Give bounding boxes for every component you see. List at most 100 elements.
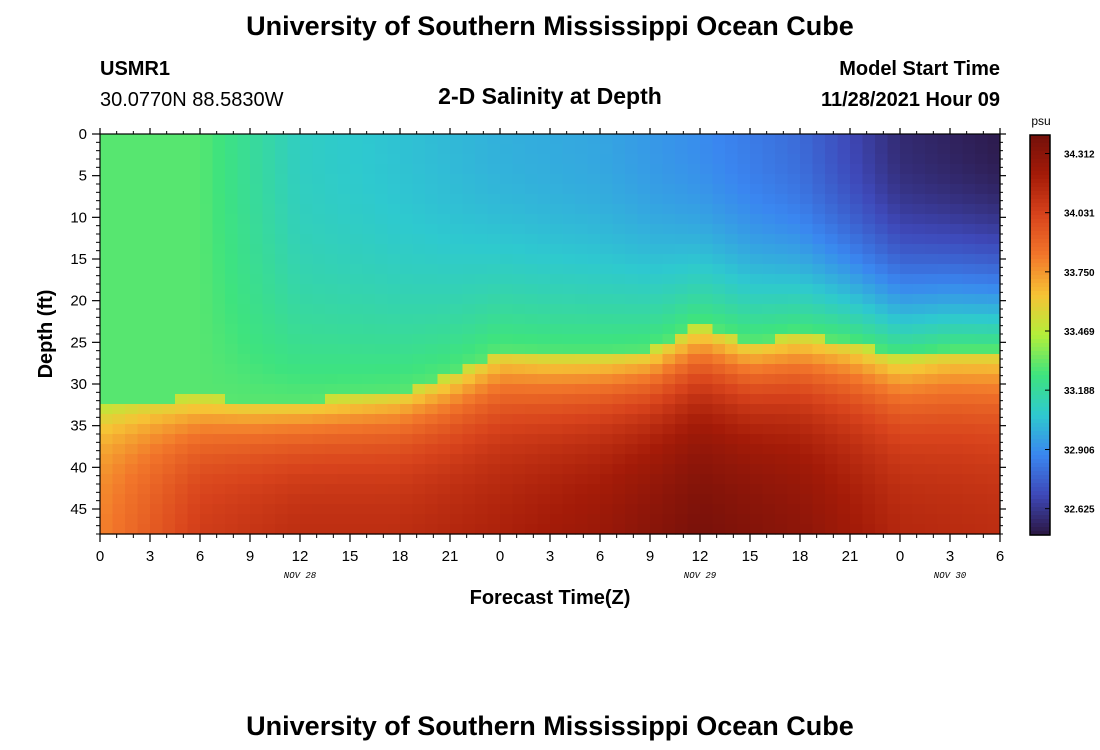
colorbar-frame bbox=[1029, 134, 1051, 536]
heatmap-cell bbox=[362, 154, 376, 165]
heatmap-cell bbox=[550, 134, 564, 145]
heatmap-cell bbox=[925, 334, 939, 345]
heatmap-cell bbox=[525, 264, 539, 275]
heatmap-cell bbox=[600, 404, 614, 415]
heatmap-cell bbox=[975, 144, 989, 155]
heatmap-cell bbox=[737, 444, 751, 455]
heatmap-cell bbox=[675, 144, 689, 155]
heatmap-cell bbox=[725, 364, 739, 375]
heatmap-cell bbox=[650, 444, 664, 455]
heatmap-cell bbox=[587, 314, 601, 325]
colorbar-swatch bbox=[1030, 167, 1050, 172]
heatmap-cell bbox=[325, 434, 339, 445]
heatmap-cell bbox=[787, 404, 801, 415]
heatmap-cell bbox=[275, 414, 289, 425]
heatmap-cell bbox=[400, 484, 414, 495]
heatmap-cell bbox=[425, 354, 439, 365]
heatmap-cell bbox=[750, 484, 764, 495]
heatmap-cell bbox=[600, 234, 614, 245]
heatmap-cell bbox=[450, 404, 464, 415]
heatmap-cell bbox=[137, 314, 151, 325]
heatmap-cell bbox=[725, 164, 739, 175]
heatmap-cell bbox=[487, 174, 501, 185]
heatmap-cell bbox=[562, 264, 576, 275]
heatmap-cell bbox=[650, 384, 664, 395]
heatmap-cell bbox=[112, 324, 126, 335]
heatmap-cell bbox=[237, 434, 251, 445]
heatmap-cell bbox=[112, 244, 126, 255]
heatmap-cell bbox=[512, 464, 526, 475]
heatmap-cell bbox=[312, 444, 326, 455]
heatmap-cell bbox=[675, 524, 689, 535]
heatmap-cell bbox=[325, 244, 339, 255]
heatmap-cell bbox=[862, 284, 876, 295]
heatmap-cell bbox=[312, 204, 326, 215]
heatmap-cell bbox=[137, 224, 151, 235]
heatmap-cell bbox=[850, 504, 864, 515]
heatmap-cell bbox=[537, 434, 551, 445]
heatmap-cell bbox=[987, 264, 1001, 275]
heatmap-cell bbox=[587, 484, 601, 495]
x-axis-title: Forecast Time(Z) bbox=[470, 587, 631, 609]
heatmap-cell bbox=[512, 144, 526, 155]
heatmap-cell bbox=[900, 204, 914, 215]
heatmap-cell bbox=[825, 244, 839, 255]
heatmap-cell bbox=[475, 344, 489, 355]
heatmap-cell bbox=[550, 244, 564, 255]
heatmap-cell bbox=[375, 344, 389, 355]
heatmap-cell bbox=[325, 304, 339, 315]
heatmap-cell bbox=[600, 504, 614, 515]
heatmap-cell bbox=[537, 324, 551, 335]
heatmap-cell bbox=[550, 414, 564, 425]
heatmap-cell bbox=[637, 424, 651, 435]
heatmap-cell bbox=[600, 474, 614, 485]
heatmap-cell bbox=[112, 444, 126, 455]
heatmap-cell bbox=[325, 184, 339, 195]
heatmap-cell bbox=[325, 144, 339, 155]
heatmap-cell bbox=[662, 404, 676, 415]
heatmap-cell bbox=[962, 154, 976, 165]
heatmap-cell bbox=[812, 404, 826, 415]
heatmap-cell bbox=[425, 404, 439, 415]
heatmap-cell bbox=[687, 204, 701, 215]
heatmap-cell bbox=[525, 274, 539, 285]
heatmap-cell bbox=[487, 484, 501, 495]
heatmap-cell bbox=[212, 464, 226, 475]
heatmap-cell bbox=[700, 204, 714, 215]
heatmap-cell bbox=[650, 154, 664, 165]
heatmap-cell bbox=[575, 454, 589, 465]
heatmap-cell bbox=[500, 184, 514, 195]
heatmap-cell bbox=[662, 134, 676, 145]
heatmap-cell bbox=[900, 264, 914, 275]
heatmap-cell bbox=[987, 224, 1001, 235]
heatmap-cell bbox=[850, 204, 864, 215]
heatmap-cell bbox=[500, 334, 514, 345]
heatmap-cell bbox=[725, 224, 739, 235]
heatmap-cell bbox=[737, 144, 751, 155]
heatmap-cell bbox=[287, 444, 301, 455]
heatmap-cell bbox=[437, 214, 451, 225]
heatmap-cell bbox=[487, 344, 501, 355]
colorbar-swatch bbox=[1030, 503, 1050, 508]
heatmap-cell bbox=[200, 524, 214, 535]
x-tick-label: 3 bbox=[146, 548, 154, 565]
heatmap-cell bbox=[762, 374, 776, 385]
heatmap-cell bbox=[950, 524, 964, 535]
heatmap-cell bbox=[425, 264, 439, 275]
heatmap-cell bbox=[362, 434, 376, 445]
heatmap-cell bbox=[750, 454, 764, 465]
heatmap-cell bbox=[112, 454, 126, 465]
heatmap-cell bbox=[925, 134, 939, 145]
heatmap-cell bbox=[162, 294, 176, 305]
heatmap-cell bbox=[437, 154, 451, 165]
heatmap-cell bbox=[225, 324, 239, 335]
heatmap-cell bbox=[250, 304, 264, 315]
heatmap-cell bbox=[712, 324, 726, 335]
heatmap-cell bbox=[387, 414, 401, 425]
heatmap-cell bbox=[162, 394, 176, 405]
heatmap-cell bbox=[475, 214, 489, 225]
heatmap-cell bbox=[262, 234, 276, 245]
heatmap-cell bbox=[175, 224, 189, 235]
heatmap-cell bbox=[337, 274, 351, 285]
heatmap-cell bbox=[562, 274, 576, 285]
